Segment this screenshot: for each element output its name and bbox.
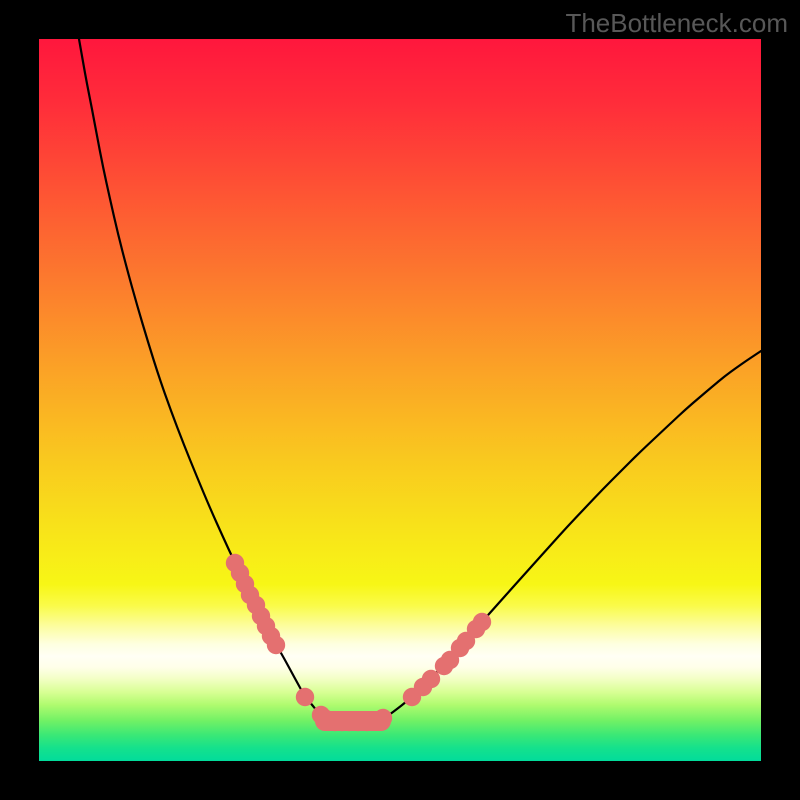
data-dot bbox=[422, 670, 440, 688]
data-dot bbox=[374, 709, 392, 727]
gradient-background bbox=[39, 39, 761, 761]
chart-container: TheBottleneck.com bbox=[0, 0, 800, 800]
data-dot bbox=[267, 636, 285, 654]
watermark-text: TheBottleneck.com bbox=[565, 8, 788, 39]
plot-area bbox=[39, 39, 761, 761]
data-dot bbox=[296, 688, 314, 706]
plot-svg bbox=[39, 39, 761, 761]
data-dot bbox=[473, 613, 491, 631]
